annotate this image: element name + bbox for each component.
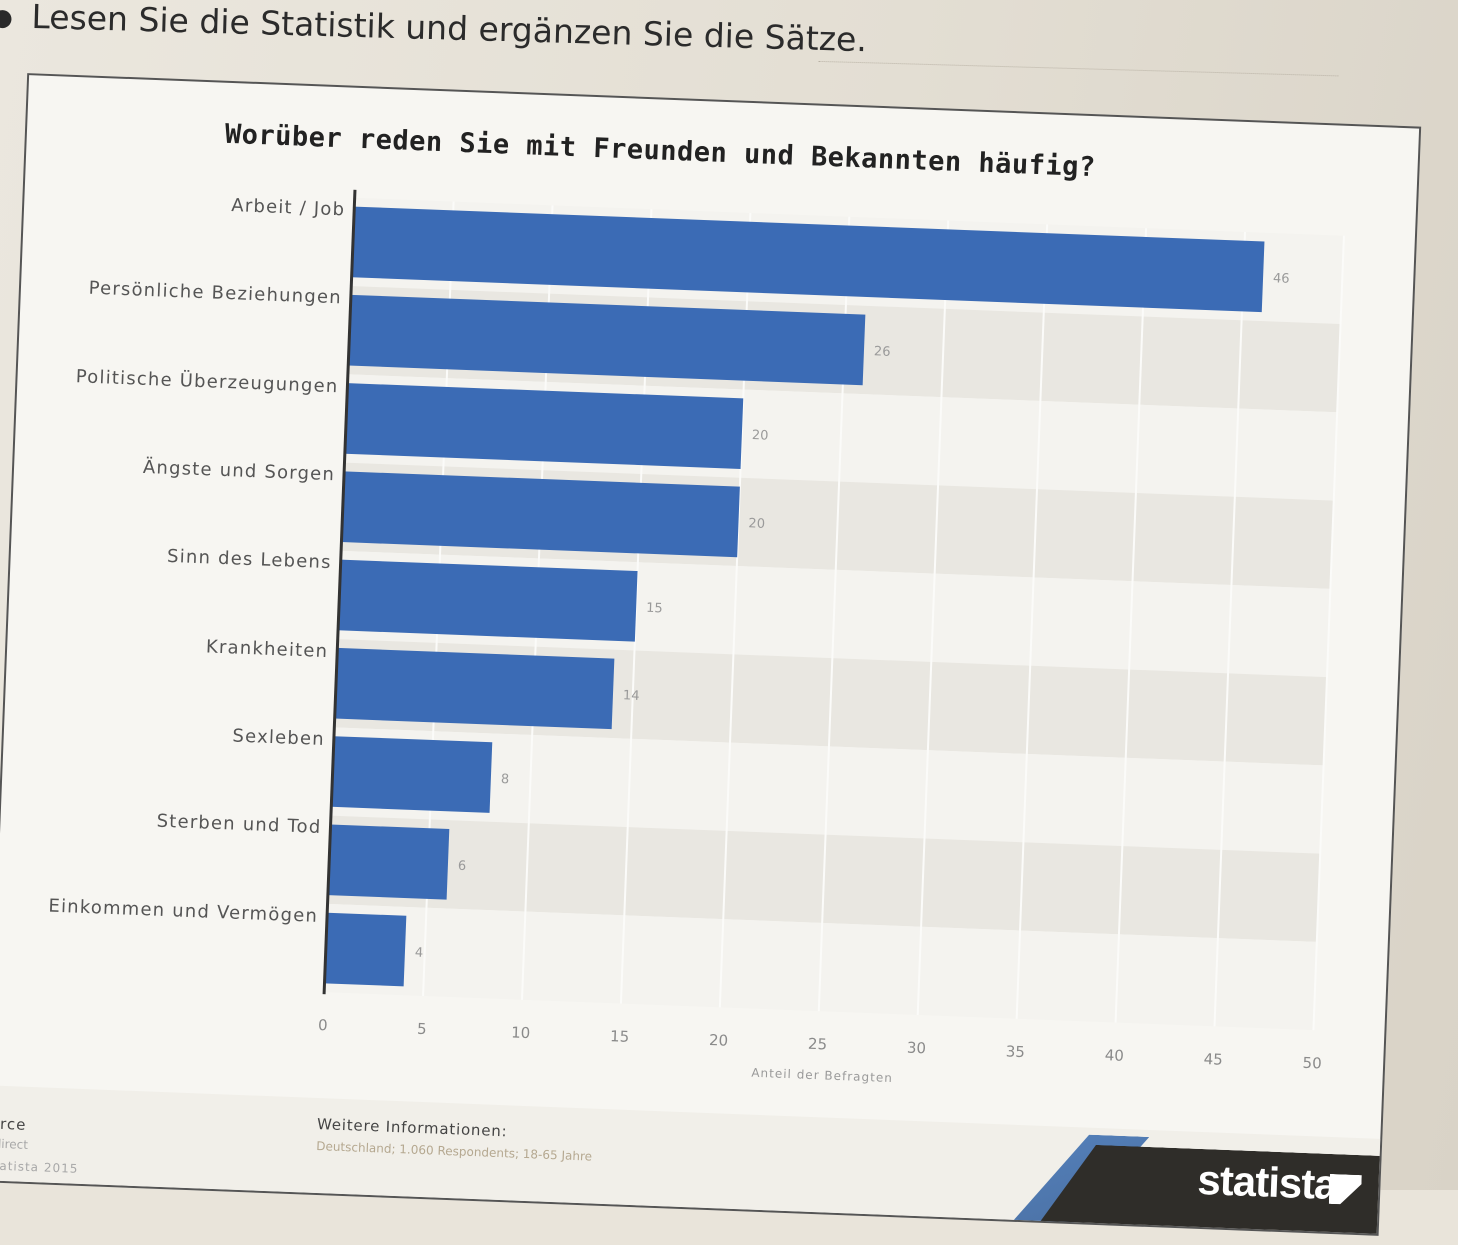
source-label: Source bbox=[0, 1113, 27, 1134]
x-tick-label: 40 bbox=[1104, 1046, 1124, 1065]
gridline bbox=[1312, 235, 1345, 1031]
bar bbox=[324, 912, 407, 987]
gridline bbox=[1114, 228, 1148, 1023]
data-label: 20 bbox=[752, 428, 769, 444]
x-tick-label: 45 bbox=[1203, 1050, 1223, 1069]
data-label: 46 bbox=[1273, 271, 1290, 287]
x-tick-label: 25 bbox=[808, 1035, 828, 1054]
category-label: Sexleben bbox=[232, 725, 326, 751]
x-tick-label: 20 bbox=[709, 1031, 729, 1050]
gridline bbox=[1015, 224, 1049, 1019]
x-tick-label: 15 bbox=[610, 1027, 630, 1046]
bar bbox=[351, 206, 1265, 313]
data-label: 15 bbox=[646, 601, 663, 617]
bar bbox=[331, 736, 493, 813]
source-value: comdirect bbox=[0, 1135, 29, 1152]
bar bbox=[344, 383, 744, 469]
x-tick-label: 50 bbox=[1302, 1054, 1322, 1073]
statista-logo: statista bbox=[1196, 1155, 1338, 1209]
bar bbox=[334, 647, 615, 730]
bar bbox=[348, 294, 866, 386]
bar bbox=[327, 824, 450, 900]
data-label: 6 bbox=[458, 859, 467, 874]
data-label: 4 bbox=[415, 945, 424, 960]
x-tick-label: 10 bbox=[511, 1023, 531, 1042]
x-tick-label: 0 bbox=[318, 1016, 328, 1034]
gridline bbox=[1213, 231, 1247, 1027]
x-tick-label: 35 bbox=[1005, 1042, 1025, 1061]
y-axis-line bbox=[322, 189, 357, 995]
chart-card: 46 26 20 20 15 14 8 6 4 0 5 10 15 20 25 30 35 40 45 50 Worü… bbox=[0, 73, 1422, 1236]
gridline bbox=[916, 220, 950, 1016]
data-label: 14 bbox=[623, 688, 640, 704]
data-label: 26 bbox=[874, 344, 891, 360]
x-tick-label: 5 bbox=[417, 1020, 427, 1038]
bar bbox=[338, 559, 638, 642]
bar bbox=[341, 471, 740, 558]
data-label: 20 bbox=[748, 516, 765, 532]
category-label: Arbeit / Job bbox=[230, 195, 346, 221]
data-label: 8 bbox=[501, 772, 510, 787]
x-tick-label: 30 bbox=[907, 1039, 927, 1058]
